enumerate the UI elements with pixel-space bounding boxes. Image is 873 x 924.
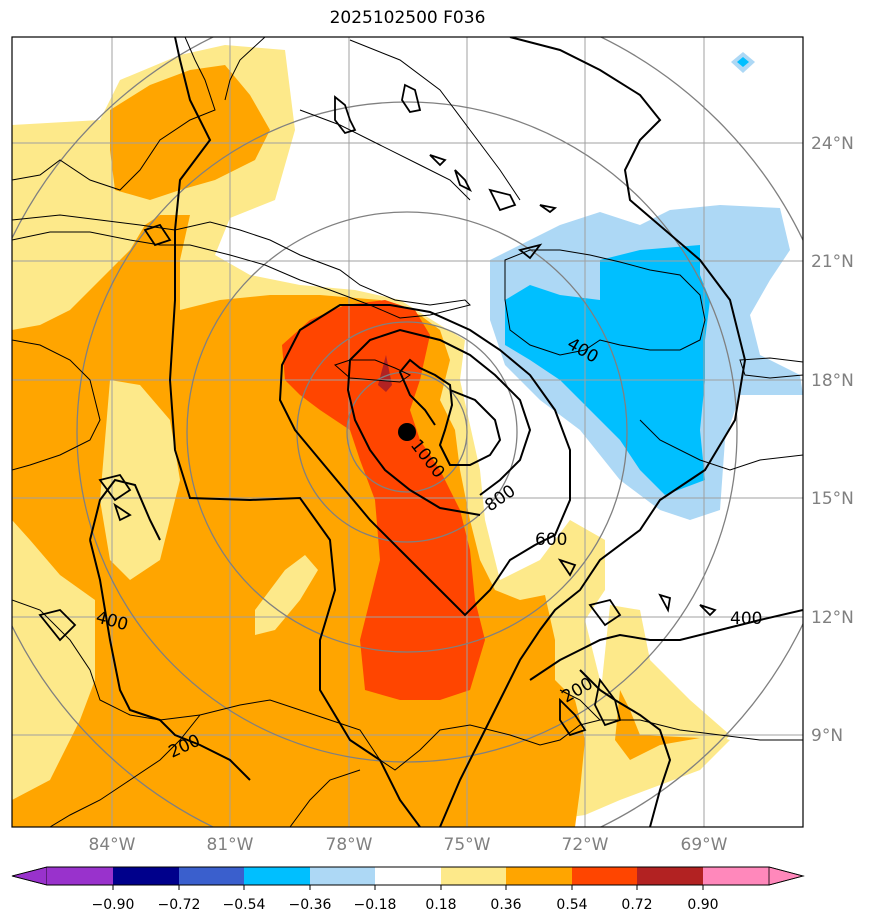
lat-label-9n: 9°N bbox=[811, 726, 843, 746]
colorbar-label-5: 0.18 bbox=[425, 897, 456, 913]
colorbar-swatch-9 bbox=[637, 867, 703, 885]
fill-dark-red-spot bbox=[378, 355, 392, 392]
colorbar-swatch-0 bbox=[47, 867, 113, 885]
fill-orange-east bbox=[615, 690, 700, 760]
fill-light-yellow-mid bbox=[255, 555, 318, 635]
contour-200-lower bbox=[579, 669, 672, 827]
colorbar-swatch-2 bbox=[179, 867, 244, 885]
fill-light-yellow-west-band bbox=[100, 380, 180, 580]
filled-field-layer bbox=[12, 45, 803, 827]
contour-label-400-e: 400 bbox=[730, 609, 762, 629]
lat-label-21n: 21°N bbox=[811, 252, 854, 272]
contour-1000 bbox=[398, 358, 502, 466]
fill-red-orange-region bbox=[282, 300, 485, 700]
lon-label-81w: 81°W bbox=[207, 835, 254, 855]
colorbar-swatch-3 bbox=[244, 867, 310, 885]
colorbar-label-8: 0.72 bbox=[621, 897, 652, 913]
isolines bbox=[89, 37, 803, 827]
fill-blue-spot bbox=[737, 57, 749, 67]
colorbar-label-3: −0.36 bbox=[289, 897, 332, 913]
colorbar-extend-low bbox=[11, 866, 48, 886]
range-rings bbox=[12, 37, 803, 827]
contour-200-east bbox=[529, 609, 803, 681]
latitude-labels: 24°N 21°N 18°N 15°N 12°N 9°N bbox=[811, 134, 854, 746]
colorbar-label-4: −0.18 bbox=[354, 897, 397, 913]
colorbar-swatch-6 bbox=[441, 867, 506, 885]
colorbar-tick-labels: −0.90 −0.72 −0.54 −0.36 −0.18 0.18 0.36 … bbox=[92, 897, 719, 913]
colorbar-label-1: −0.72 bbox=[158, 897, 201, 913]
colorbar: −0.90 −0.72 −0.54 −0.36 −0.18 0.18 0.36 … bbox=[11, 866, 805, 913]
contour-label-600: 600 bbox=[535, 530, 567, 550]
colorbar-swatch-8 bbox=[572, 867, 637, 885]
contour-600 bbox=[278, 304, 571, 617]
lon-label-72w: 72°W bbox=[562, 835, 609, 855]
lat-label-24n: 24°N bbox=[811, 134, 854, 154]
map-frame bbox=[11, 36, 804, 828]
colorbar-outline bbox=[11, 866, 805, 886]
lat-label-12n: 12°N bbox=[811, 608, 854, 628]
map-area: 400 1000 800 600 400 400 200 200 bbox=[12, 37, 803, 827]
fill-blue-region bbox=[505, 245, 710, 495]
center-marker bbox=[398, 423, 416, 441]
contour-800 bbox=[346, 328, 532, 516]
contour-400-west bbox=[168, 37, 421, 827]
colorbar-swatch-5 bbox=[375, 867, 441, 885]
colorbar-extend-high bbox=[768, 866, 805, 886]
lat-label-18n: 18°N bbox=[811, 371, 854, 391]
colorbar-swatch-4 bbox=[310, 867, 375, 885]
island-outlines bbox=[38, 83, 717, 737]
lon-label-75w: 75°W bbox=[444, 835, 491, 855]
map-title: 2025102500 F036 bbox=[329, 8, 486, 28]
contour-400-sw bbox=[89, 539, 251, 781]
colorbar-swatch-1 bbox=[113, 867, 179, 885]
lon-label-78w: 78°W bbox=[326, 835, 373, 855]
colorbar-label-6: 0.36 bbox=[490, 897, 521, 913]
lat-label-15n: 15°N bbox=[811, 489, 854, 509]
colorbar-label-9: 0.90 bbox=[687, 897, 718, 913]
longitude-labels: 84°W 81°W 78°W 75°W 72°W 69°W bbox=[89, 835, 728, 855]
colorbar-label-7: 0.54 bbox=[556, 897, 587, 913]
colorbar-ticks bbox=[112, 885, 704, 890]
lon-label-84w: 84°W bbox=[89, 835, 136, 855]
contour-400-east bbox=[439, 37, 747, 827]
colorbar-swatch-10 bbox=[703, 867, 769, 885]
contour-200-sw bbox=[89, 478, 161, 541]
colorbar-label-0: −0.90 bbox=[92, 897, 135, 913]
colorbar-label-2: −0.54 bbox=[223, 897, 266, 913]
colorbar-swatch-7 bbox=[506, 867, 572, 885]
lon-label-69w: 69°W bbox=[681, 835, 728, 855]
